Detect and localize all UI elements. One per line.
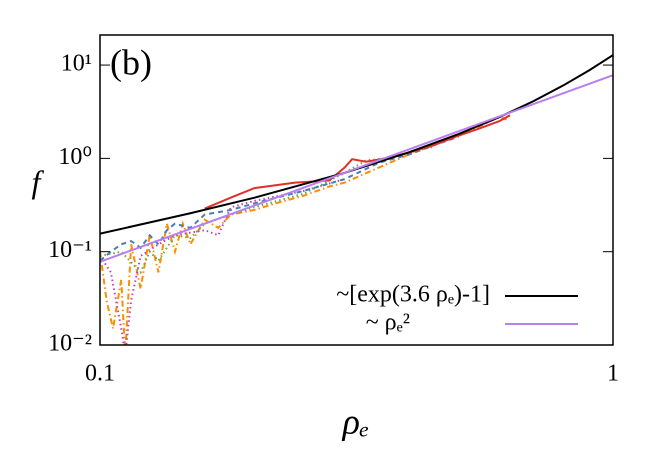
series-line [100, 178, 346, 345]
series-line [100, 74, 613, 263]
series-line [100, 115, 507, 345]
x-tick-label: 1 [607, 361, 619, 387]
series-line [100, 145, 436, 275]
x-tick-label: 0.1 [85, 361, 115, 387]
series-line [100, 54, 613, 235]
legend-label: ~[exp(3.6 ρₑ)-1] [336, 282, 490, 308]
y-tick-label: 10⁰ [58, 144, 92, 170]
y-tick-label: 10¹ [61, 51, 92, 77]
y-tick-label: 10⁻² [48, 331, 92, 357]
series-line [204, 114, 511, 210]
y-tick-label: 10⁻¹ [48, 237, 92, 263]
y-axis-label: f [32, 163, 45, 199]
plot-frame [99, 34, 614, 346]
legend-label: ~ ρₑ² [366, 310, 410, 336]
plot-area [100, 54, 613, 345]
x-axis-label: ρₑ [342, 401, 370, 441]
panel-label: (b) [110, 42, 152, 82]
